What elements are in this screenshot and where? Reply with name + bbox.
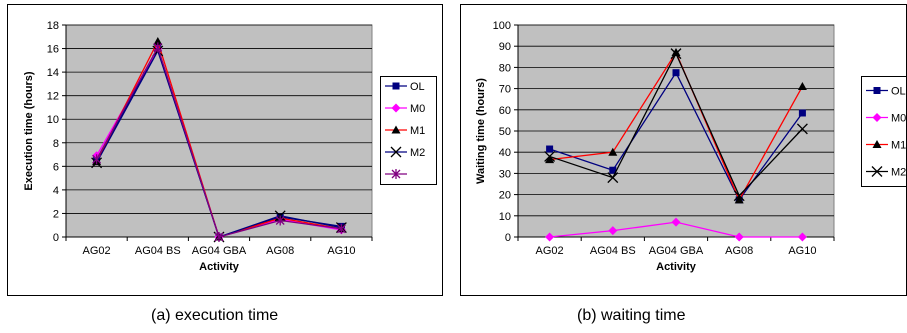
x-tick-label: AG02 (536, 245, 564, 257)
legend-marker (872, 140, 882, 148)
x-tick-label: AG04 GBA (192, 245, 247, 257)
y-tick-label: 40 (499, 147, 511, 159)
y-tick-label: 20 (499, 190, 511, 202)
x-tick-label: AG08 (266, 245, 294, 257)
data-point (214, 232, 224, 242)
legend-marker (391, 169, 401, 179)
y-axis-title: Waiting time (hours) (475, 78, 487, 184)
x-tick-label: AG04 GBA (649, 245, 704, 257)
legend-marker (392, 82, 400, 90)
legend-label: M2 (891, 167, 906, 179)
x-tick-label: AG02 (83, 245, 111, 257)
y-tick-label: 8 (53, 138, 59, 150)
y-tick-label: 80 (499, 62, 511, 74)
y-tick-label: 100 (493, 20, 511, 32)
y-tick-label: 6 (53, 161, 59, 173)
data-point (797, 232, 807, 242)
y-tick-label: 12 (47, 91, 59, 103)
data-point (608, 147, 618, 156)
legend-label: M2 (410, 147, 425, 159)
caption-waiting-time: (b) waiting time (577, 307, 686, 324)
x-axis-title: Activity (199, 261, 240, 273)
legend-marker (390, 146, 402, 158)
data-point (798, 109, 806, 117)
data-point (734, 232, 744, 242)
y-tick-label: 14 (47, 67, 59, 79)
data-point (609, 166, 617, 174)
y-tick-label: 30 (499, 168, 511, 180)
plot-area (65, 24, 373, 238)
legend-label: M0 (891, 113, 906, 125)
y-tick-label: 16 (47, 44, 59, 56)
y-tick-label: 50 (499, 126, 511, 138)
data-point (608, 226, 618, 236)
data-point (153, 42, 163, 53)
execution-time-chart: 0 2 4 6 8 10 12 14 16 18 AG02 AG04 BS AG04 GBA AG08 AG… (7, 4, 443, 296)
data-point (153, 36, 163, 45)
data-point (545, 232, 555, 242)
x-axis-title: Activity (656, 261, 697, 273)
legend-label: M0 (410, 103, 425, 115)
y-tick-label: 60 (499, 105, 511, 117)
legend-marker (873, 87, 881, 94)
legend-label: M1 (410, 125, 425, 137)
data-point (607, 172, 619, 184)
x-tick-label: AG10 (788, 245, 816, 257)
y-tick-label: 18 (47, 20, 59, 32)
data-point (546, 145, 554, 153)
legend-label: OL (410, 81, 425, 93)
data-point (92, 154, 102, 165)
legend-label: OL (891, 86, 906, 98)
caption-execution-time: (a) execution time (151, 307, 279, 324)
data-point (545, 155, 555, 164)
data-point (336, 223, 346, 234)
legend-box (861, 76, 907, 187)
data-point (734, 195, 744, 204)
data-point (796, 123, 808, 135)
x-tick-label: AG08 (725, 245, 753, 257)
x-tick-label: AG04 BS (135, 245, 181, 257)
legend-label: M1 (891, 140, 906, 152)
y-tick-label: 2 (53, 208, 59, 220)
data-point (670, 48, 682, 60)
y-axis-title: Execution time (hours) (23, 71, 35, 191)
legend-marker (871, 166, 883, 177)
data-point (275, 215, 285, 226)
legend-marker (872, 113, 882, 122)
waiting-time-chart: 0 10 20 30 40 50 60 70 80 90 100 AG02 AG04 BS AG04 GB… (460, 4, 907, 296)
y-tick-label: 4 (53, 185, 59, 197)
data-point (733, 190, 745, 202)
legend-marker (391, 125, 401, 134)
data-point (797, 81, 807, 90)
y-tick-label: 70 (499, 84, 511, 96)
legend-marker (391, 103, 401, 113)
y-tick-label: 10 (499, 211, 511, 223)
y-tick-label: 90 (499, 41, 511, 53)
x-tick-label: AG04 BS (590, 245, 636, 257)
y-tick-label: 0 (53, 232, 59, 244)
y-tick-label: 10 (47, 114, 59, 126)
data-point (671, 217, 681, 227)
x-tick-label: AG10 (327, 245, 355, 257)
data-point (672, 69, 680, 77)
y-tick-label: 0 (505, 232, 511, 244)
data-point (671, 48, 681, 57)
data-point (544, 150, 556, 162)
